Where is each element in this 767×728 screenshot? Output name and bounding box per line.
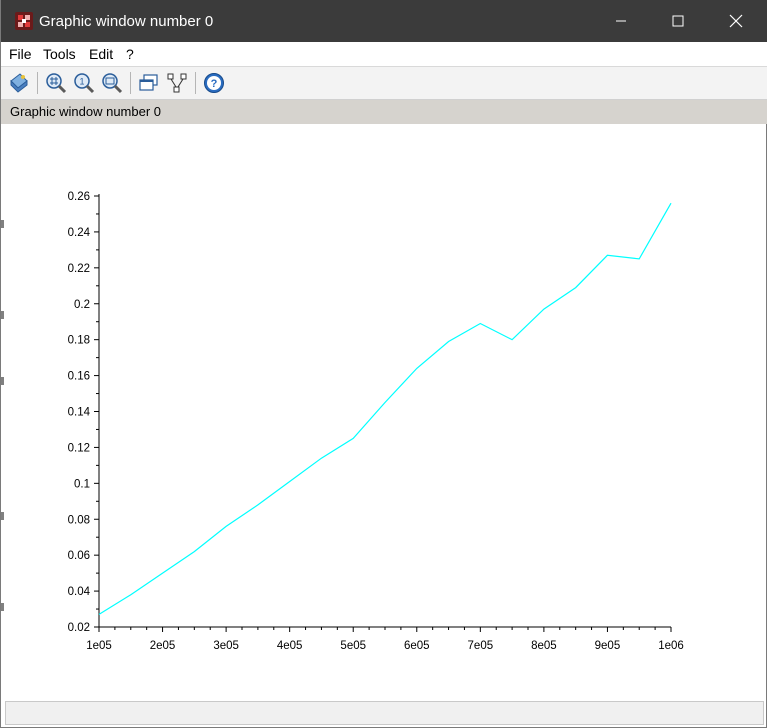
zoom-out-icon[interactable] xyxy=(101,72,123,94)
x-tick-label: 9e05 xyxy=(595,640,621,652)
close-button[interactable] xyxy=(707,0,765,42)
toolbar: 1 ? xyxy=(1,67,767,100)
y-tick-label: 0.18 xyxy=(68,335,90,347)
x-tick-label: 1e06 xyxy=(658,640,684,652)
left-edge-mark xyxy=(1,377,4,385)
new-window-icon[interactable] xyxy=(138,72,160,94)
y-tick-label: 0.14 xyxy=(68,407,91,419)
maximize-button[interactable] xyxy=(649,0,707,42)
left-edge-mark xyxy=(1,220,4,228)
info-bar-text: Graphic window number 0 xyxy=(10,104,162,119)
y-tick-label: 0.06 xyxy=(68,550,90,562)
menu-help[interactable]: ? xyxy=(126,46,134,62)
x-tick-label: 1e05 xyxy=(86,640,112,652)
datatip-icon[interactable] xyxy=(8,72,30,94)
menu-tools[interactable]: Tools xyxy=(43,46,76,62)
rotate-icon[interactable] xyxy=(166,72,188,94)
x-tick-label: 3e05 xyxy=(213,640,239,652)
toolbar-separator xyxy=(130,72,131,94)
y-tick-label: 0.26 xyxy=(68,191,90,203)
x-tick-label: 2e05 xyxy=(150,640,176,652)
help-icon[interactable]: ? xyxy=(203,72,225,94)
svg-text:?: ? xyxy=(211,78,218,90)
plot-area[interactable]: 0.02 0.04 0.06 0.08 0.1 0.12 0.14 0.16 0.18 0.2 0.… xyxy=(4,124,766,700)
x-tick-label: 5e05 xyxy=(340,640,366,652)
series-line xyxy=(98,202,672,615)
menu-file[interactable]: File xyxy=(9,46,32,62)
left-edge-mark xyxy=(1,311,4,319)
menu-edit[interactable]: Edit xyxy=(89,46,114,62)
title-bar[interactable]: Graphic window number 0 xyxy=(1,0,767,42)
minimize-icon xyxy=(616,20,626,22)
y-tick-label: 0.12 xyxy=(68,442,90,454)
y-tick-label: 0.02 xyxy=(68,622,90,634)
x-tick-label: 6e05 xyxy=(404,640,430,652)
y-tick-label: 0.22 xyxy=(68,263,90,275)
menu-bar: File Tools Edit ? xyxy=(1,42,767,67)
y-tick-label: 0.2 xyxy=(74,299,90,311)
y-tick-label: 0.16 xyxy=(68,371,90,383)
y-tick-label: 0.08 xyxy=(68,514,90,526)
scilab-app-icon xyxy=(15,12,33,30)
y-tick-label: 0.1 xyxy=(74,478,90,490)
info-bar: Graphic window number 0 xyxy=(1,100,767,124)
y-tick-label: 0.24 xyxy=(68,227,91,239)
toolbar-separator xyxy=(37,72,38,94)
left-edge-mark xyxy=(1,603,4,611)
chart-series xyxy=(98,202,672,615)
toolbar-separator xyxy=(195,72,196,94)
left-edge-mark xyxy=(1,512,4,520)
svg-text:1: 1 xyxy=(79,77,84,87)
chart-axes: 0.02 0.04 0.06 0.08 0.1 0.12 0.14 0.16 0.18 0.2 0.… xyxy=(68,191,684,652)
y-tick-label: 0.04 xyxy=(68,586,91,598)
zoom-in-icon[interactable] xyxy=(45,72,67,94)
close-icon xyxy=(729,14,743,28)
maximize-icon xyxy=(672,15,684,27)
window-title: Graphic window number 0 xyxy=(39,13,214,30)
minimize-button[interactable] xyxy=(592,0,650,42)
zoom-original-icon[interactable]: 1 xyxy=(73,72,95,94)
x-tick-label: 8e05 xyxy=(531,640,557,652)
status-bar xyxy=(5,701,764,725)
line-chart[interactable]: 0.02 0.04 0.06 0.08 0.1 0.12 0.14 0.16 0.18 0.2 0.… xyxy=(4,124,766,700)
x-tick-label: 7e05 xyxy=(468,640,494,652)
x-tick-label: 4e05 xyxy=(277,640,303,652)
